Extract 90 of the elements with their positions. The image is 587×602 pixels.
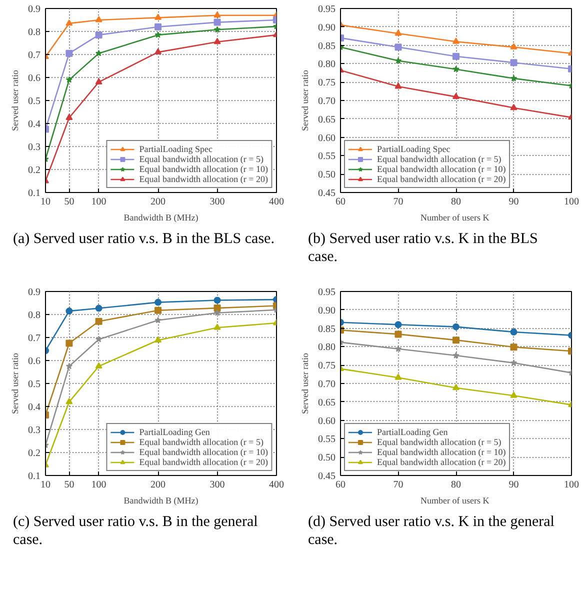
- y-tick-label: 0.9: [28, 4, 40, 15]
- legend-label: Equal bandwidth allocation (r = 10): [139, 447, 268, 457]
- text: (c) Served user ratio v.s. B in the general case.: [12, 513, 259, 549]
- y-tick-label: 0.9: [28, 287, 40, 298]
- y-tick-label: 0.6: [28, 73, 40, 84]
- y-tick-label: 0.8: [28, 310, 40, 321]
- x-axis-title: Number of users K: [420, 212, 490, 222]
- y-tick-label: 0.70: [318, 379, 336, 390]
- x-tick-label: 100: [564, 196, 579, 208]
- y-tick-label: 0.2: [28, 448, 40, 459]
- legend-label: PartialLoading Spec: [139, 144, 212, 154]
- text: (b) Served user ratio v.s. K in the BLS case.: [307, 230, 539, 266]
- y-tick-label: 0.2: [28, 165, 40, 176]
- legend-label: PartialLoading Gen: [377, 427, 448, 437]
- x-tick-label: 10: [40, 196, 50, 208]
- x-tick-label: 100: [564, 480, 579, 490]
- y-axis-title: Served user ratio: [10, 70, 20, 131]
- y-tick-label: 0.1: [28, 471, 40, 482]
- text: (d) Served user ratio v.s. K in the general case.: [307, 513, 556, 549]
- y-tick-label: 0.80: [318, 342, 336, 354]
- y-tick-label: 0.55: [318, 151, 336, 162]
- x-tick-label: 70: [393, 196, 404, 208]
- y-tick-label: 0.45: [318, 188, 336, 199]
- y-tick-label: 0.5: [28, 379, 40, 390]
- y-tick-label: 0.4: [28, 402, 40, 413]
- y-tick-label: 0.7: [28, 50, 40, 61]
- y-tick-label: 0.80: [318, 59, 336, 70]
- legend-label: PartialLoading Spec: [377, 144, 450, 154]
- x-tick-label: 70: [393, 480, 404, 490]
- legend-label: Equal bandwidth allocation (r = 10): [377, 447, 506, 457]
- y-tick-label: 0.45: [318, 471, 336, 482]
- legend-label: Equal bandwidth allocation (r = 20): [139, 457, 268, 467]
- y-tick-label: 0.95: [318, 287, 336, 298]
- y-tick-label: 0.5: [28, 96, 40, 107]
- y-tick-label: 0.7: [28, 333, 40, 344]
- y-tick-label: 0.6: [28, 356, 40, 367]
- y-tick-label: 0.90: [318, 22, 336, 34]
- x-axis-title: Bandwidth B (MHz): [124, 212, 198, 222]
- y-tick-label: 0.60: [318, 132, 336, 144]
- y-tick-label: 0.3: [28, 142, 40, 153]
- legend-label: Equal bandwidth allocation (r = 10): [377, 164, 506, 174]
- y-tick-label: 0.95: [318, 4, 336, 15]
- y-tick-label: 0.50: [318, 170, 336, 181]
- x-tick-label: 80: [451, 196, 461, 208]
- x-tick-label: 100: [91, 480, 106, 490]
- x-tick-label: 200: [150, 196, 166, 208]
- y-tick-label: 0.90: [318, 305, 336, 316]
- x-tick-label: 10: [40, 480, 50, 490]
- x-tick-label: 400: [269, 196, 284, 208]
- legend-label: Equal bandwidth allocation (r = 20): [139, 174, 268, 184]
- y-tick-label: 0.85: [318, 40, 336, 52]
- x-tick-label: 50: [64, 196, 74, 208]
- y-tick-label: 0.55: [318, 434, 336, 446]
- text: (a) Served user ratio v.s. B in the BLS case.: [12, 230, 275, 248]
- x-tick-label: 300: [210, 196, 225, 208]
- x-axis-title: Number of users K: [420, 496, 490, 506]
- y-tick-label: 0.50: [318, 452, 336, 464]
- y-tick-label: 0.1: [28, 188, 40, 199]
- x-tick-label: 90: [508, 196, 519, 208]
- x-tick-label: 400: [269, 480, 284, 490]
- y-axis-title: Served user ratio: [10, 352, 20, 414]
- y-tick-label: 0.60: [318, 416, 336, 427]
- y-tick-label: 0.3: [28, 425, 40, 436]
- y-tick-label: 0.85: [318, 324, 336, 335]
- x-axis-title: Bandwidth B (MHz): [124, 496, 198, 506]
- x-tick-label: 50: [64, 480, 74, 490]
- x-tick-label: 60: [336, 196, 346, 208]
- legend-label: PartialLoading Gen: [139, 427, 210, 437]
- x-tick-label: 200: [150, 480, 166, 490]
- legend-label: Equal bandwidth allocation (r = 5): [139, 437, 264, 447]
- y-tick-label: 0.75: [318, 78, 336, 89]
- y-tick-label: 0.70: [318, 96, 336, 107]
- x-tick-label: 60: [336, 480, 346, 490]
- y-axis-title: Served user ratio: [300, 70, 310, 131]
- legend-label: Equal bandwidth allocation (r = 20): [377, 174, 506, 184]
- legend-label: Equal bandwidth allocation (r = 5): [377, 437, 502, 447]
- x-tick-label: 90: [508, 480, 519, 490]
- y-tick-label: 0.65: [318, 397, 336, 408]
- y-axis-title: Served user ratio: [300, 352, 310, 414]
- y-tick-label: 0.65: [318, 114, 336, 126]
- y-tick-label: 0.8: [28, 27, 40, 38]
- legend-label: Equal bandwidth allocation (r = 5): [139, 154, 264, 164]
- x-tick-label: 300: [210, 480, 225, 490]
- y-tick-label: 0.4: [28, 119, 40, 130]
- x-tick-label: 100: [91, 196, 106, 208]
- y-tick-label: 0.75: [318, 360, 336, 372]
- legend-label: Equal bandwidth allocation (r = 10): [139, 164, 268, 174]
- legend-label: Equal bandwidth allocation (r = 20): [377, 457, 506, 467]
- legend-label: Equal bandwidth allocation (r = 5): [377, 154, 502, 164]
- x-tick-label: 80: [451, 480, 461, 490]
